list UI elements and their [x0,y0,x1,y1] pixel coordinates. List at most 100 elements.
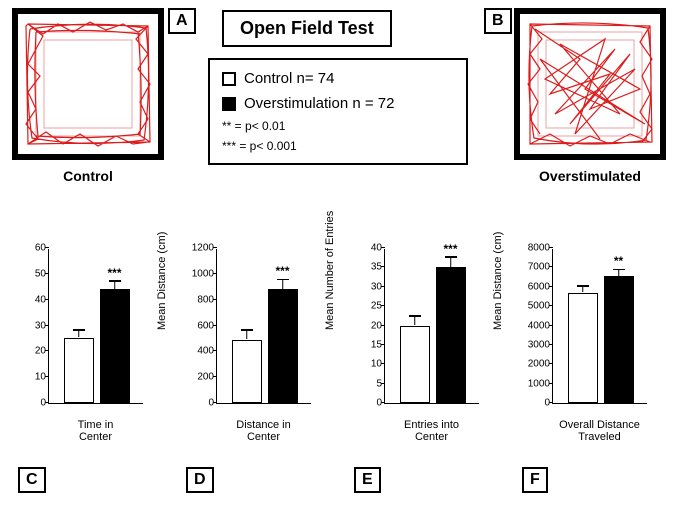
ytick-mark [45,402,49,403]
error-bar [282,280,284,289]
bar-control [568,293,598,403]
legend-sig-01: ** = p< 0.01 [222,117,454,135]
ytick-label: 1000 [528,378,553,389]
ytick-label: 5000 [528,301,553,312]
ytick-mark [45,247,49,248]
ytick-label: 4000 [528,320,553,331]
ytick-mark [381,266,385,267]
error-cap [73,329,85,331]
bar-overstim [604,276,634,403]
error-cap [613,269,625,271]
ytick-mark [213,299,217,300]
ytick-label: 3000 [528,339,553,350]
significance-marker: *** [275,264,289,278]
track-overstim [514,8,666,160]
bar-overstim [436,267,466,403]
legend: Control n= 74 Overstimulation n = 72 ** … [208,58,468,165]
error-cap [409,315,421,317]
error-cap [277,279,289,281]
ytick-mark [45,273,49,274]
x-axis-label: Entries intoCenter [384,419,479,444]
error-bar [582,287,584,292]
x-axis-label: Overall DistanceTraveled [552,419,647,444]
error-bar [618,270,620,276]
ytick-label: 30 [35,320,49,331]
panel-label-a: A [168,8,196,34]
ytick-mark [549,325,553,326]
ytick-label: 25 [371,301,385,312]
significance-marker: *** [443,242,457,256]
chart-plot-area: 020040060080010001200*** [216,249,311,404]
ytick-mark [213,350,217,351]
bar-control [232,340,262,403]
error-bar [78,331,80,337]
ytick-mark [213,376,217,377]
ytick-label: 10 [371,359,385,370]
error-cap [445,256,457,258]
ytick-label: 200 [197,372,217,383]
ytick-mark [381,247,385,248]
ytick-mark [381,305,385,306]
track-svg-overstim [520,14,660,154]
ytick-label: 7000 [528,262,553,273]
ytick-mark [549,344,553,345]
ytick-label: 1000 [192,268,217,279]
ytick-label: 400 [197,346,217,357]
y-axis-label: Mean Distance (cm) [156,232,168,330]
bar-control [400,326,430,404]
ytick-label: 15 [371,339,385,350]
legend-sig-001: *** = p< 0.001 [222,137,454,155]
ytick-mark [549,266,553,267]
bar-control [64,338,94,403]
ytick-label: 20 [35,346,49,357]
ytick-label: 800 [197,294,217,305]
ytick-mark [213,247,217,248]
ytick-mark [381,344,385,345]
ytick-mark [45,299,49,300]
ytick-mark [381,402,385,403]
error-cap [109,280,121,282]
chart-time-in-center: 0102030405060***Mean Time (sec)Time inCe… [6,244,151,444]
error-cap [577,285,589,287]
panel-label-d: D [186,467,214,493]
legend-swatch-control [222,72,236,86]
ytick-label: 6000 [528,281,553,292]
ytick-label: 40 [35,294,49,305]
x-axis-label: Time inCenter [48,419,143,444]
ytick-label: 8000 [528,243,553,254]
ytick-mark [213,402,217,403]
track-control [12,8,164,160]
ytick-mark [213,325,217,326]
ytick-label: 10 [35,372,49,383]
ytick-label: 1200 [192,243,217,254]
panel-label-c: C [18,467,46,493]
ytick-mark [381,383,385,384]
ytick-label: 40 [371,243,385,254]
ytick-mark [549,402,553,403]
significance-marker: ** [614,254,623,268]
ytick-mark [549,383,553,384]
legend-overstim: Overstimulation n = 72 [222,93,454,116]
ytick-mark [549,363,553,364]
ytick-label: 30 [371,281,385,292]
ytick-mark [549,286,553,287]
error-bar [450,258,452,268]
ytick-mark [45,350,49,351]
error-bar [246,331,248,339]
panel-label-e: E [354,467,381,493]
ytick-label: 20 [371,320,385,331]
track-caption-control: Control [12,168,164,184]
significance-marker: *** [107,266,121,280]
chart-distance-in-center: 020040060080010001200***Mean Distance (c… [174,244,319,444]
panel-label-b: B [484,8,512,34]
ytick-mark [381,325,385,326]
chart-plot-area: 010002000300040005000600070008000** [552,249,647,404]
y-axis-label: Mean Distance (cm) [492,232,504,330]
track-svg-control [18,14,158,154]
ytick-mark [381,363,385,364]
ytick-mark [549,305,553,306]
ytick-label: 0 [376,398,385,409]
panel-label-f: F [522,467,548,493]
bar-overstim [100,289,130,403]
chart-overall-distance: 010002000300040005000600070008000**Mean … [510,244,655,444]
